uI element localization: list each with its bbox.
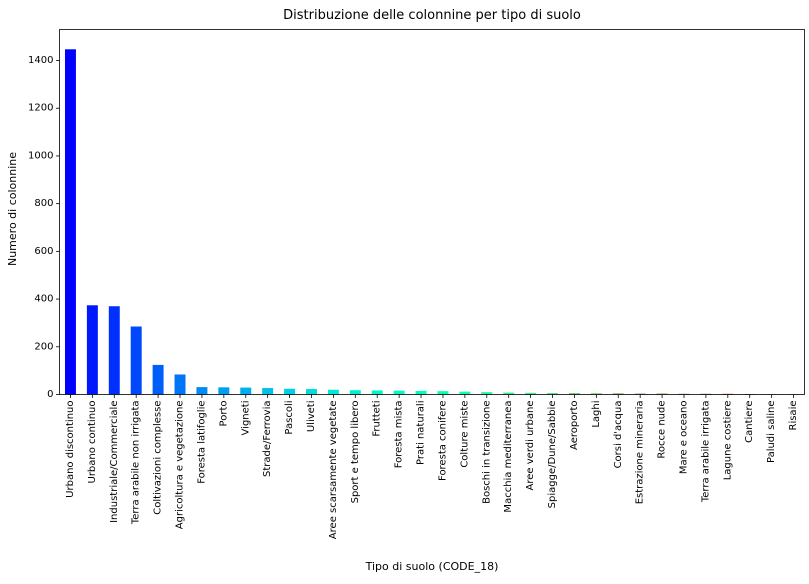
- x-tick-label: Sport e tempo libero: [350, 401, 361, 504]
- x-tick-label: Macchia mediterranea: [503, 401, 514, 513]
- bar: [656, 393, 668, 395]
- x-tick-label: Frutteti: [372, 401, 383, 437]
- x-tick-label: Aeroporto: [569, 401, 580, 450]
- bar: [590, 393, 602, 395]
- y-tick-label: 1000: [28, 150, 53, 161]
- bar: [64, 49, 76, 395]
- bars-group: [64, 49, 800, 395]
- x-tick-label: Urbano continuo: [87, 401, 98, 484]
- x-tick-label: Vigneti: [240, 401, 251, 436]
- x-tick-label: Porto: [218, 401, 229, 427]
- x-tick-label: Agricoltura e vegetazione: [175, 401, 186, 530]
- x-tick-label: Rocce nude: [657, 401, 668, 459]
- bar: [152, 364, 164, 395]
- x-axis-label: Tipo di suolo (CODE_18): [365, 560, 499, 573]
- bar: [349, 390, 361, 395]
- x-tick-label: Spiagge/Dune/Sabbie: [547, 401, 558, 509]
- bar: [218, 387, 230, 395]
- x-tick-label: Aree scarsamente vegetate: [328, 401, 339, 540]
- y-tick-label: 800: [34, 198, 53, 209]
- bar: [525, 392, 537, 395]
- x-tick-label: Corsi d'acqua: [613, 401, 624, 469]
- x-tick-label: Prati naturali: [416, 401, 427, 466]
- x-tick-label: Lagune costiere: [722, 401, 733, 481]
- x-tick-label: Cantiere: [744, 401, 755, 443]
- x-tick-label: Foresta latifoglie: [196, 401, 207, 484]
- bar: [174, 374, 186, 395]
- x-tick-label: Pascoli: [284, 401, 295, 435]
- x-tick-label: Paludi saline: [766, 401, 777, 464]
- y-tick-label: 1200: [28, 103, 53, 114]
- x-tick-label: Terra arabile irrigata: [700, 401, 711, 504]
- x-tick-label: Estrazione mineraria: [635, 401, 646, 505]
- bar: [547, 393, 558, 395]
- bar: [503, 392, 515, 395]
- bar: [481, 392, 493, 395]
- x-tick-label: Foresta mista: [394, 401, 405, 469]
- bar: [284, 388, 296, 395]
- x-tick-label: Colture miste: [459, 401, 470, 468]
- y-tick-label: 400: [34, 294, 53, 305]
- x-tick-label: Mare e oceano: [678, 401, 689, 475]
- chart-title: Distribuzione delle colonnine per tipo d…: [283, 8, 581, 23]
- bar: [634, 393, 646, 395]
- bar: [415, 390, 427, 395]
- x-tick-label: Aree verdi urbane: [525, 401, 536, 491]
- bar: [327, 389, 339, 395]
- bar: [371, 390, 383, 395]
- x-tick-label: Coltivazioni complesse: [153, 401, 164, 515]
- bar: [196, 387, 208, 395]
- bar: [459, 391, 471, 395]
- bar: [306, 389, 317, 395]
- bar: [437, 391, 449, 395]
- y-tick-label: 600: [34, 246, 53, 257]
- x-tick-label: Laghi: [591, 401, 602, 428]
- bar: [262, 388, 274, 395]
- y-tick-label: 1400: [28, 55, 53, 66]
- y-tick-label: 200: [34, 341, 53, 352]
- x-tick-label: Boschi in transizione: [481, 401, 492, 504]
- y-axis-ticks: 0 200 400 600 800 1000 1200 1400: [28, 55, 60, 400]
- plot-frame: [59, 29, 805, 395]
- x-tick-label: Foresta conifere: [437, 401, 448, 481]
- bar: [108, 306, 120, 395]
- y-tick-label: 0: [47, 389, 53, 400]
- x-tick-label: Uliveti: [306, 401, 317, 433]
- bar: [130, 326, 142, 395]
- x-axis-ticks: Urbano discontinuo Urbano continuo Industr…: [65, 394, 799, 540]
- x-tick-label: Risaie: [788, 401, 799, 431]
- x-tick-label: Terra arabile non irrigata: [131, 401, 142, 526]
- y-axis-label: Numero di colonnine: [6, 152, 19, 266]
- x-tick-label: Industriale/Commerciale: [109, 401, 120, 523]
- bar: [612, 393, 624, 395]
- bar: [568, 393, 580, 395]
- x-tick-label: Urbano discontinuo: [65, 401, 76, 498]
- bar: [86, 305, 98, 395]
- bar: [240, 387, 252, 395]
- bar: [393, 390, 405, 395]
- x-tick-label: Strade/Ferrovia: [262, 401, 273, 478]
